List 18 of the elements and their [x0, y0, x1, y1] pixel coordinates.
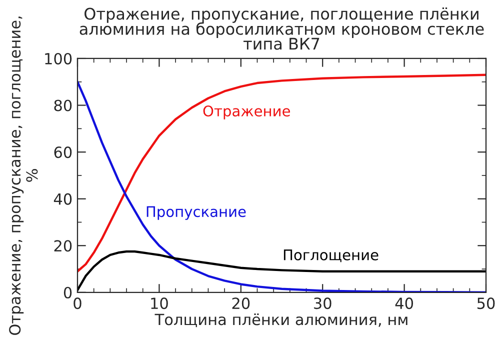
x-tick-label: 30	[314, 298, 332, 310]
series-label: Пропускание	[146, 206, 246, 220]
x-tick-label: 20	[232, 298, 250, 310]
y-tick-label: 60	[54, 146, 72, 158]
x-tick-label: 0	[74, 298, 82, 310]
chart-title: Отражение, пропускание, поглощение плёнки алюминия на боросиликатном кроновом стекле типа ВК7	[80, 7, 484, 50]
series-label: Поглощение	[284, 250, 378, 262]
y-tick-label: 20	[54, 240, 72, 252]
y-tick-label: 0	[64, 286, 72, 298]
y-axis-title: Отражение, пропускание, поглощение, %	[9, 16, 38, 335]
y-tick-label: 80	[54, 100, 72, 112]
x-tick-label: 50	[477, 298, 495, 310]
y-tick-label: 100	[45, 52, 72, 64]
y-tick-label: 40	[54, 193, 72, 205]
x-tick-label: 10	[151, 298, 168, 310]
x-tick-label: 40	[395, 298, 414, 310]
series-label: Отражение	[203, 105, 290, 120]
x-axis-title: Толщина плёнки алюминия, нм	[154, 313, 408, 328]
